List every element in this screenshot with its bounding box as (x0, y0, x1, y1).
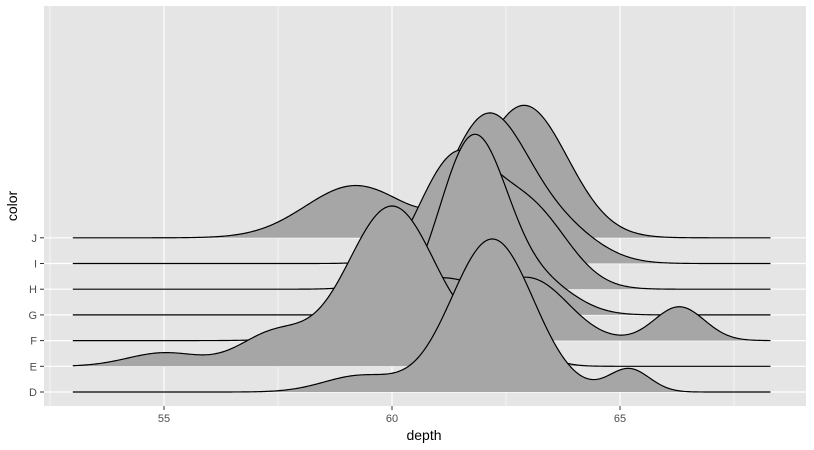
ridge-fill-H (72, 149, 771, 290)
y-tick-label-H: H (29, 284, 37, 296)
y-tick-label-G: G (28, 310, 37, 322)
ridge-line-D (72, 238, 771, 393)
x-axis-title: depth (406, 427, 441, 443)
ridge-fill-D (72, 239, 771, 392)
y-tick-label-F: F (30, 336, 37, 348)
x-tick-label-55: 55 (158, 413, 170, 425)
ridges (72, 104, 771, 393)
x-tick-label-65: 65 (614, 413, 626, 425)
y-tick-label-J: J (32, 233, 38, 245)
y-tick-label-I: I (34, 259, 37, 271)
x-tick-label-60: 60 (386, 413, 398, 425)
x-axis: 55 60 65 (158, 406, 626, 425)
y-tick-label-E: E (30, 361, 37, 373)
ridge-fill-E (72, 206, 771, 367)
ridge-line-E (72, 205, 771, 367)
ridge-line-H (72, 149, 771, 290)
y-axis-title: color (4, 190, 20, 221)
y-axis: D E F G H I J (28, 233, 44, 399)
y-tick-label-D: D (29, 387, 37, 399)
